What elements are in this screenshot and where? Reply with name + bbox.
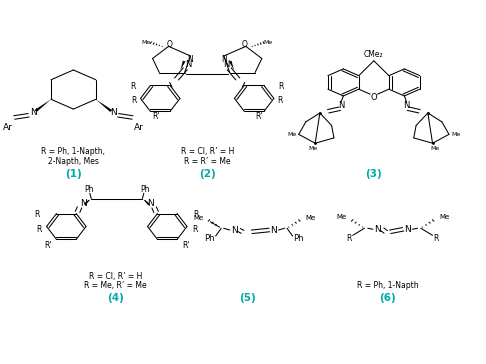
- Text: R: R: [192, 225, 197, 234]
- Text: N: N: [30, 108, 36, 117]
- Text: N: N: [80, 199, 87, 209]
- Text: R': R': [152, 112, 159, 122]
- Text: R: R: [278, 96, 283, 105]
- Text: Me: Me: [451, 132, 461, 137]
- Text: N: N: [187, 55, 192, 64]
- Polygon shape: [229, 61, 234, 70]
- Text: (3): (3): [365, 169, 382, 179]
- Text: Me: Me: [308, 146, 317, 151]
- Text: R: R: [194, 210, 199, 219]
- Text: N: N: [404, 225, 411, 234]
- Text: R = Cl, R’ = H: R = Cl, R’ = H: [180, 147, 234, 156]
- Text: N: N: [223, 60, 229, 69]
- Text: R = R’ = Me: R = R’ = Me: [184, 157, 230, 166]
- Text: Me: Me: [439, 214, 450, 220]
- Text: R: R: [434, 234, 439, 243]
- Text: N: N: [271, 226, 277, 234]
- Text: Me: Me: [193, 214, 204, 221]
- Text: CMe₂: CMe₂: [364, 50, 383, 59]
- Text: Ar: Ar: [134, 123, 143, 131]
- Text: N: N: [185, 60, 191, 69]
- Text: Me: Me: [263, 40, 273, 45]
- Text: R = Cl, R’ = H: R = Cl, R’ = H: [89, 272, 142, 281]
- Text: R = Ph, 1-Napth: R = Ph, 1-Napth: [357, 281, 419, 290]
- Polygon shape: [35, 99, 51, 112]
- Text: Ph: Ph: [84, 185, 94, 194]
- Text: N: N: [374, 225, 381, 234]
- Text: Me: Me: [336, 214, 347, 220]
- Text: O: O: [370, 93, 377, 102]
- Text: Ph: Ph: [294, 234, 304, 244]
- Text: (1): (1): [65, 169, 82, 179]
- Text: R: R: [278, 82, 284, 91]
- Text: R = Ph, 1-Napth,: R = Ph, 1-Napth,: [41, 147, 105, 156]
- Text: R: R: [35, 210, 40, 219]
- Text: N: N: [222, 55, 227, 64]
- Text: Ar: Ar: [3, 123, 13, 131]
- Polygon shape: [84, 199, 90, 205]
- Text: N: N: [110, 108, 117, 117]
- Text: R: R: [347, 234, 352, 243]
- Text: R = Me, R’ = Me: R = Me, R’ = Me: [85, 281, 147, 290]
- Text: R': R': [182, 241, 190, 250]
- Text: N: N: [403, 102, 410, 110]
- Text: Ph: Ph: [204, 234, 215, 244]
- Text: (5): (5): [239, 293, 256, 302]
- Polygon shape: [143, 199, 150, 205]
- Text: R: R: [36, 225, 42, 234]
- Text: O: O: [167, 40, 173, 49]
- Polygon shape: [180, 61, 186, 70]
- Text: R': R': [255, 112, 262, 122]
- Text: N: N: [231, 226, 238, 234]
- Text: R: R: [130, 82, 136, 91]
- Text: N: N: [147, 199, 154, 209]
- Text: 2-Napth, Mes: 2-Napth, Mes: [48, 157, 99, 166]
- Text: Me: Me: [306, 214, 316, 221]
- Text: N: N: [338, 102, 344, 110]
- Text: R': R': [44, 241, 52, 250]
- Text: R: R: [132, 96, 137, 105]
- Text: (6): (6): [380, 293, 396, 302]
- Text: Me: Me: [430, 146, 439, 151]
- Text: (4): (4): [107, 293, 124, 302]
- Text: Me: Me: [141, 40, 151, 45]
- Text: Ph: Ph: [140, 185, 150, 194]
- Text: O: O: [242, 40, 248, 49]
- Polygon shape: [96, 99, 112, 112]
- Text: Me: Me: [287, 132, 296, 137]
- Text: (2): (2): [199, 169, 216, 179]
